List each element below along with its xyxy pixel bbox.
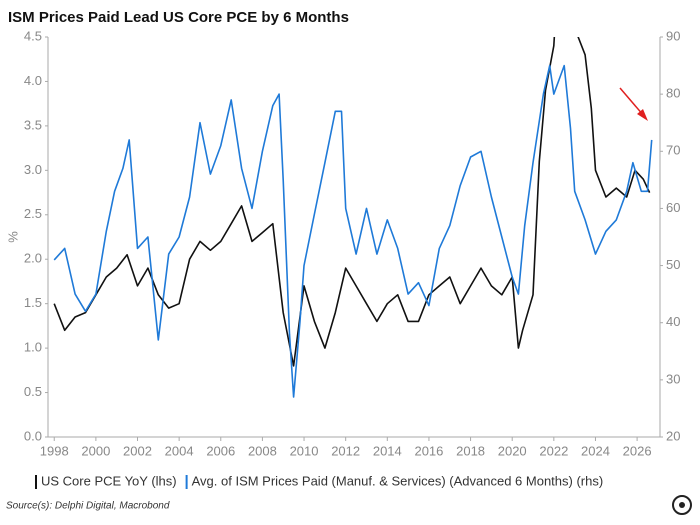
x-tick-label: 1998 [40, 443, 69, 458]
x-tick-label: 2018 [456, 443, 485, 458]
y2-tick-label: 90 [666, 28, 680, 43]
y2-tick-label: 40 [666, 314, 680, 329]
x-tick-label: 2002 [123, 443, 152, 458]
logo-dot [679, 502, 685, 508]
annotation-arrow [619, 87, 645, 117]
series-line [53, 37, 651, 367]
y2-tick-label: 70 [666, 143, 680, 158]
y-tick-label: 1.0 [24, 340, 42, 355]
legend-label: Avg. of ISM Prices Paid (Manuf. & Servic… [192, 473, 604, 488]
x-tick-label: 2026 [623, 443, 652, 458]
y-tick-label: 3.5 [24, 117, 42, 132]
x-tick-label: 2020 [498, 443, 527, 458]
x-tick-label: 2014 [373, 443, 402, 458]
series-line [53, 64, 653, 398]
x-tick-label: 2024 [581, 443, 610, 458]
y-tick-label: 2.0 [24, 251, 42, 266]
legend-label: US Core PCE YoY (lhs) [41, 473, 177, 488]
x-tick-label: 2004 [165, 443, 194, 458]
x-tick-label: 2006 [206, 443, 235, 458]
y-tick-label: 4.0 [24, 73, 42, 88]
logo-ring [672, 495, 692, 515]
x-tick-label: 2010 [290, 443, 319, 458]
annotation-arrowhead [637, 109, 648, 121]
chart-title: ISM Prices Paid Lead US Core PCE by 6 Mo… [8, 9, 349, 26]
x-tick-label: 2008 [248, 443, 277, 458]
y2-tick-label: 50 [666, 257, 680, 272]
y2-tick-label: 20 [666, 428, 680, 443]
y2-tick-label: 30 [666, 371, 680, 386]
y-axis-label: % [5, 231, 20, 243]
logo [672, 495, 692, 515]
plot-area [53, 37, 653, 398]
y-tick-label: 1.5 [24, 295, 42, 310]
y2-tick-label: 80 [666, 86, 680, 101]
y-tick-label: 3.0 [24, 162, 42, 177]
x-tick-label: 2000 [81, 443, 110, 458]
y-tick-label: 0.5 [24, 384, 42, 399]
y2-tick-label: 60 [666, 200, 680, 215]
x-tick-label: 2016 [414, 443, 443, 458]
y-tick-label: 0.0 [24, 428, 42, 443]
source-note: Source(s): Delphi Digital, Macrobond [6, 501, 170, 512]
y-tick-label: 2.5 [24, 206, 42, 221]
y-tick-label: 4.5 [24, 28, 42, 43]
x-tick-label: 2022 [539, 443, 568, 458]
x-tick-label: 2012 [331, 443, 360, 458]
